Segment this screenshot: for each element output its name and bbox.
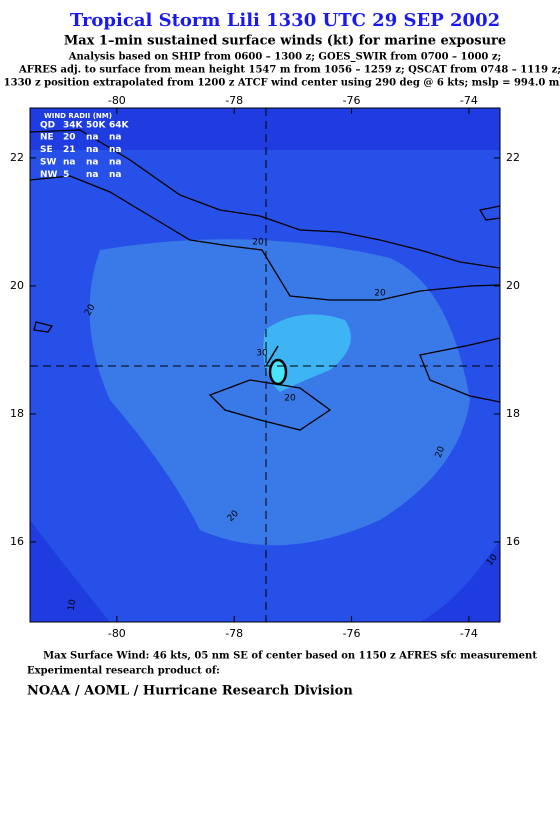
wind-radii-cell: na [86,133,98,143]
contour-label: 20 [374,289,386,299]
wind-radii-cell: na [86,158,98,168]
wind-radii-header: 50K [86,121,107,131]
island [478,205,500,221]
y-tick-label: 22 [10,151,24,164]
hispaniola [419,337,500,403]
wind-radii-cell: 20 [63,133,76,143]
max-wind-ring [268,358,288,386]
wind-radii-header: 34K [63,121,84,131]
y-tick-label: 18 [506,407,520,420]
y-tick-label: 20 [10,279,24,292]
y-tick-label: 22 [506,151,520,164]
wind-radii-cell: na [63,158,75,168]
map [29,107,501,623]
x-tick-label: -74 [460,627,478,640]
jamaica [208,379,332,431]
subtitle: Max 1–min sustained surface winds (kt) f… [64,34,506,49]
x-tick-label: -74 [460,94,478,107]
wind-radii-cell: na [109,145,121,155]
title: Tropical Storm Lili 1330 UTC 29 SEP 2002 [70,10,500,31]
wind-radii-cell: na [109,133,121,143]
contour-label: 30 [256,349,268,359]
x-tick-label: -80 [108,94,126,107]
wind-radii-cell: NE [40,133,54,143]
y-tick-label: 16 [10,535,24,548]
motion-arrow [265,345,279,367]
cuba [30,129,500,301]
band-20 [89,239,470,546]
y-tick-label: 16 [506,535,520,548]
wind-radii-header: QD [40,121,55,131]
x-tick-label: -78 [225,627,243,640]
wind-radii-cell: 21 [63,145,76,155]
wind-radii-title: WIND RADII (NM) [44,112,112,120]
wind-radii-cell: na [86,170,98,180]
wind-radii-cell: na [109,158,121,168]
note: Analysis based on SHIP from 0600 – 1300 … [68,52,501,63]
island [33,321,54,333]
note: AFRES adj. to surface from mean height 1… [18,65,560,76]
note: 1330 z position extrapolated from 1200 z… [4,78,560,89]
contour-label: 10 [67,598,79,611]
wind-radii-cell: SE [40,145,53,155]
x-tick-label: -76 [343,94,361,107]
wind-radii-cell: na [86,145,98,155]
credit-intro: Experimental research product of: [27,666,220,677]
contour-label: 20 [284,394,296,404]
wind-radii-cell: na [109,170,121,180]
wind-radii-cell: SW [40,158,56,168]
frame [29,107,501,623]
y-tick-label: 20 [506,279,520,292]
contour-label: 20 [434,445,447,459]
x-tick-label: -78 [225,94,243,107]
wind-radii-header: 64K [109,121,130,131]
wind-radii-cell: 5 [63,170,69,180]
max-wind: Max Surface Wind: 46 kts, 05 nm SE of ce… [43,651,537,662]
wind-radii-cell: NW [40,170,58,180]
x-tick-label: -76 [343,627,361,640]
credit: NOAA / AOML / Hurricane Research Divisio… [27,684,353,699]
contour-label: 20 [252,238,264,248]
y-tick-label: 18 [10,407,24,420]
x-tick-label: -80 [108,627,126,640]
